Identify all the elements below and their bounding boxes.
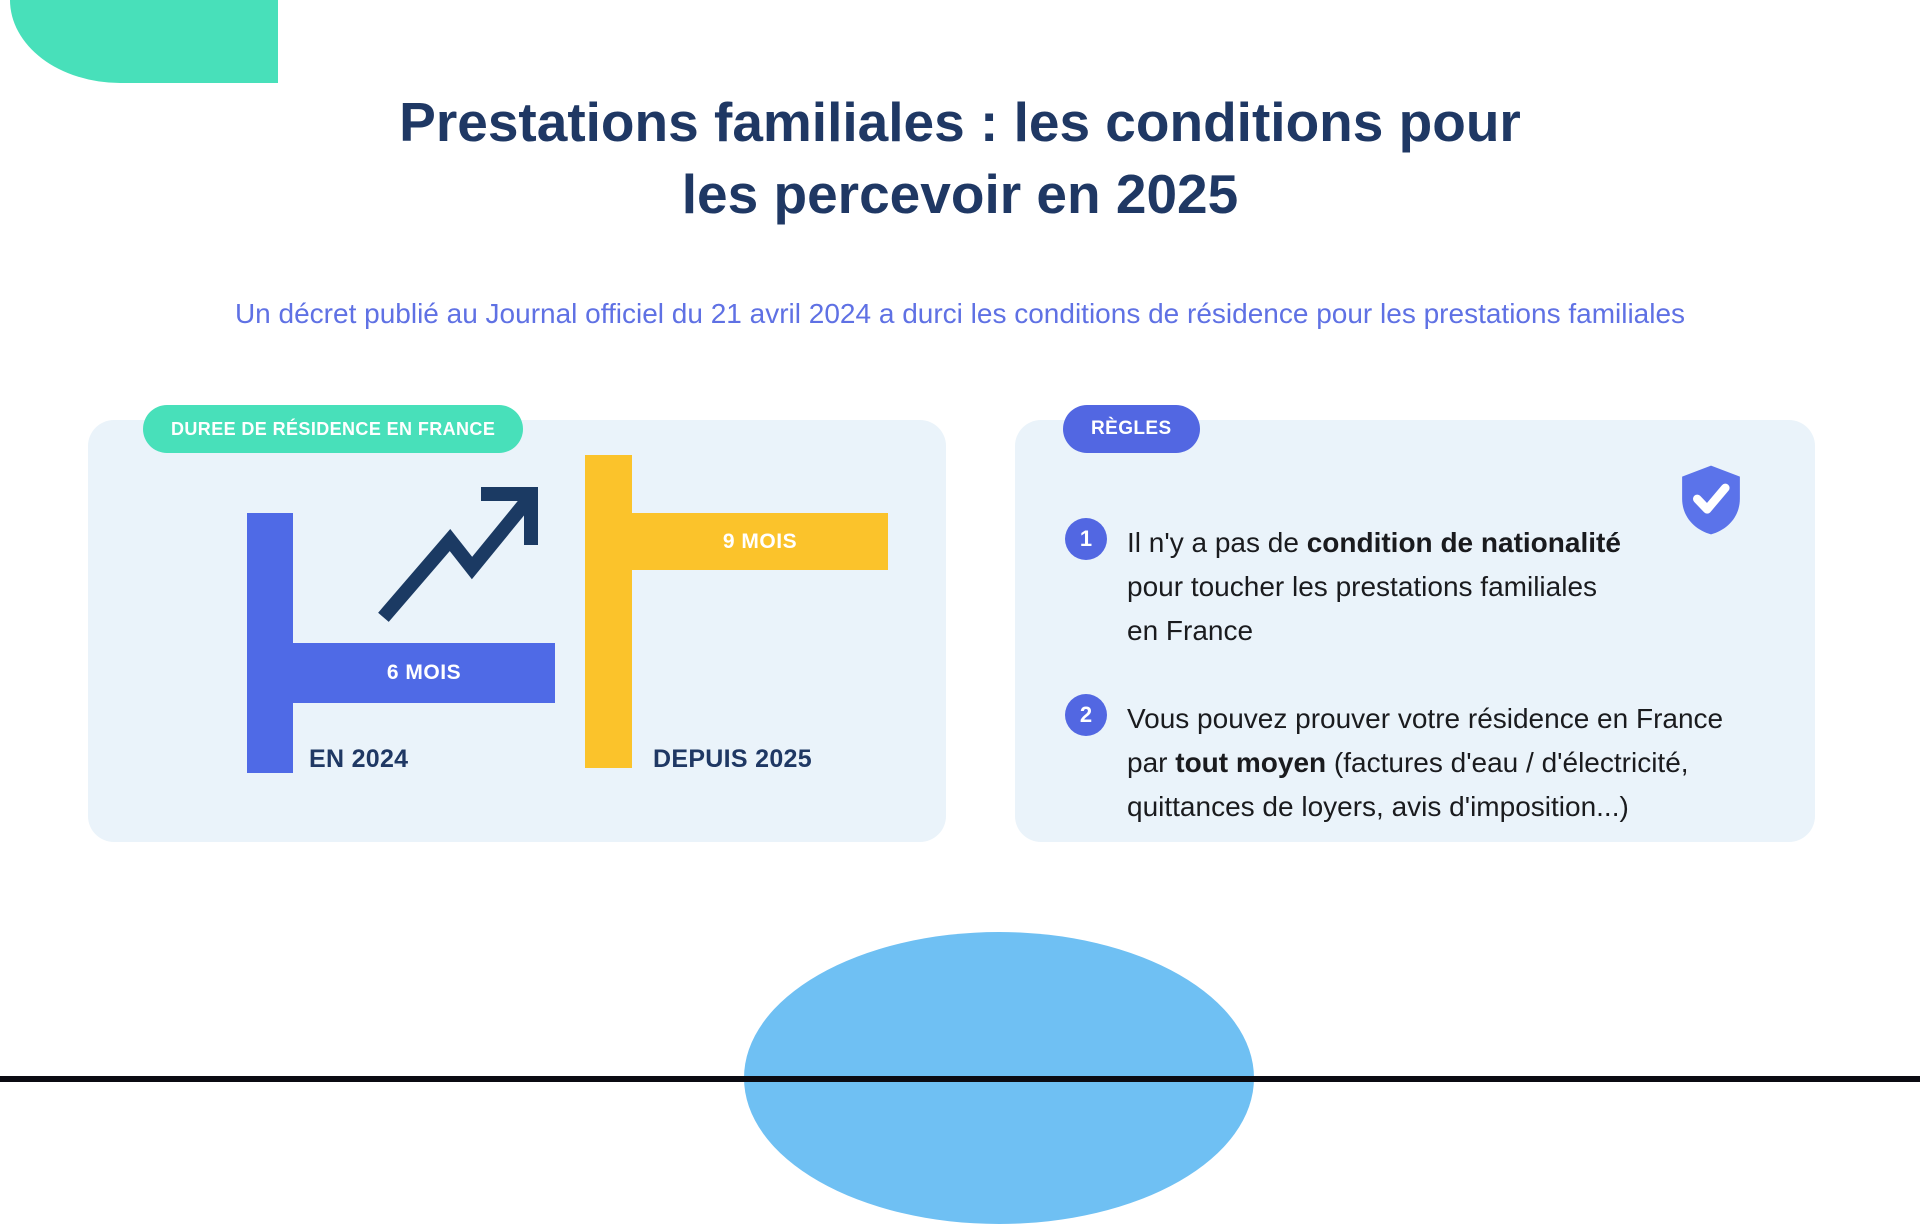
rule-number-badge: 2 [1065, 694, 1107, 736]
bar-2025-vertical [585, 455, 632, 768]
page-title-line1: Prestations familiales : les conditions … [399, 91, 1521, 153]
page-subtitle: Un décret publié au Journal officiel du … [234, 298, 1686, 329]
page-title-line2: les percevoir en 2025 [681, 163, 1239, 225]
bar-2024-value-bar [247, 643, 555, 703]
bar-2025-value-label: 9 MOIS [722, 529, 798, 553]
bar-2024-year-label: EN 2024 [309, 745, 409, 773]
rule-number-badge: 1 [1065, 518, 1107, 560]
residence-duration-card: 6 MOIS EN 2024 9 MOIS DEPUIS 2025 [88, 420, 946, 842]
corner-teal-decoration [10, 0, 278, 83]
bar-2025-value-bar [585, 513, 888, 570]
shield-check-icon [1682, 465, 1740, 535]
rule-text: Il n'y a pas de condition de nationalité… [1127, 527, 1621, 646]
rules-card-badge: RÈGLES [1063, 405, 1200, 453]
residence-card-badge: DUREE DE RÉSIDENCE EN FRANCE [143, 405, 524, 453]
rule-text: Vous pouvez prouver votre résidence en F… [1127, 703, 1724, 822]
rules-card: 1 Il n'y a pas de condition de nationali… [1015, 420, 1815, 842]
page-title: Prestations familiales : les conditions … [0, 86, 1920, 230]
bar-2024-value-label: 6 MOIS [386, 661, 462, 684]
bar-2025-year-label: DEPUIS 2025 [653, 745, 812, 773]
growth-arrow-icon [378, 487, 538, 622]
bottom-edge-bar [0, 1076, 1920, 1082]
